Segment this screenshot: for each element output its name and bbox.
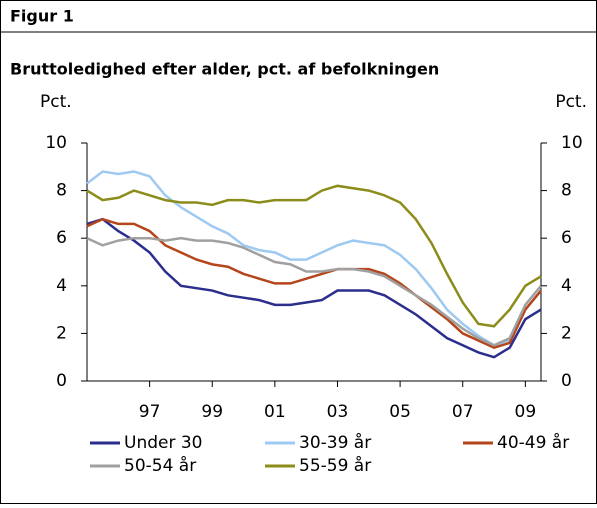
x-tick-label: 03	[327, 402, 349, 422]
y2-axis-label: Pct.	[555, 92, 587, 112]
series-line	[86, 217, 542, 350]
y-tick-label: 0	[56, 371, 67, 391]
y-tick-label: 8	[56, 181, 67, 201]
legend-label: Under 30	[124, 433, 203, 453]
y2-tick-label: 2	[561, 323, 572, 343]
series-line	[86, 236, 542, 347]
y-axis-label: Pct.	[40, 92, 72, 112]
legend-label: 55-59 år	[299, 455, 371, 476]
y2-tick-label: 4	[561, 276, 572, 296]
y2-tick-label: 8	[561, 181, 572, 201]
x-tick-label: 97	[139, 402, 161, 422]
figure-label: Figur 1	[10, 7, 74, 26]
x-tick-label: 07	[452, 402, 474, 422]
series-line	[86, 217, 542, 359]
y2-tick-label: 0	[561, 371, 572, 391]
y-tick-label: 4	[56, 276, 67, 296]
series-line	[86, 184, 542, 328]
x-tick-label: 99	[201, 402, 223, 422]
legend-label: 40-49 år	[497, 432, 569, 453]
x-tick-label: 09	[515, 402, 537, 422]
y2-tick-label: 6	[561, 228, 572, 248]
y-tick-label: 2	[56, 323, 67, 343]
chart-title: Bruttoledighed efter alder, pct. af befo…	[10, 60, 439, 79]
legend-label: 50-54 år	[124, 455, 196, 476]
y-tick-label: 10	[45, 133, 67, 153]
x-tick-label: 01	[264, 402, 286, 422]
legend-label: 30-39 år	[299, 432, 371, 453]
y2-tick-label: 10	[561, 133, 583, 153]
y-tick-label: 6	[56, 228, 67, 248]
series-line	[86, 170, 542, 347]
x-tick-label: 05	[389, 402, 411, 422]
